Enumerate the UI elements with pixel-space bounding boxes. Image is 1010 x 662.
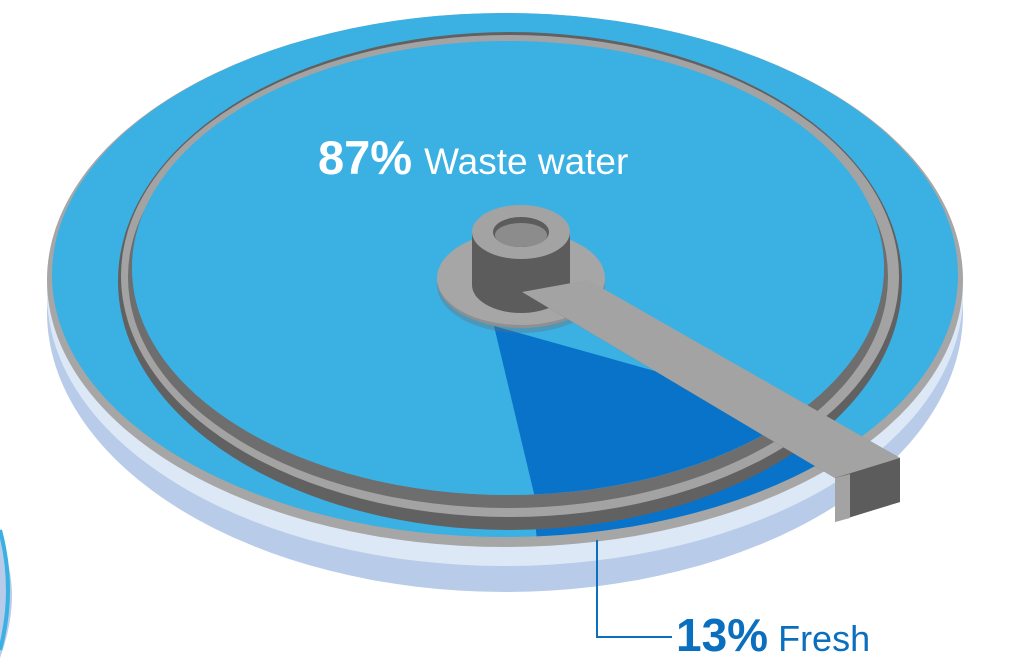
fresh-leader-line [596, 540, 672, 638]
waste-water-label: 87% Waste water [318, 130, 628, 185]
waste-water-text: Waste water [424, 141, 629, 182]
hub-hole-inner [495, 223, 547, 247]
fresh-percent: 13% [676, 609, 769, 661]
lever-handle [437, 205, 900, 522]
slice-fresh [494, 326, 800, 495]
fresh-text: Fresh [778, 618, 871, 659]
lever-arm-end [835, 458, 900, 522]
lever-arm-top [522, 280, 900, 478]
waste-water-percent: 87% [318, 131, 413, 184]
neighbor-disc-edge [0, 529, 12, 658]
fresh-label: 13% Fresh [676, 608, 870, 662]
lever-arm-end-front [835, 474, 850, 522]
